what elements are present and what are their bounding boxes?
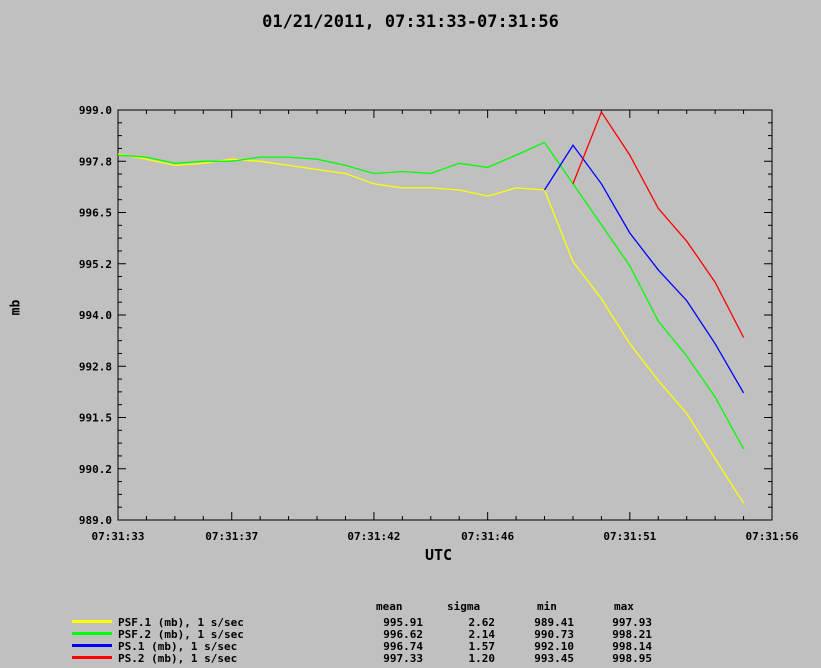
legend-label: PS.2 (mb), 1 s/sec xyxy=(118,652,238,665)
y-tick-label: 995.2 xyxy=(79,258,112,271)
stats-header-mean: mean xyxy=(376,600,403,613)
x-tick-label: 07:31:56 xyxy=(746,530,799,543)
series-line-1 xyxy=(117,141,745,450)
y-tick-label: 999.0 xyxy=(79,104,112,117)
legend-swatch xyxy=(72,632,112,635)
series-line-2 xyxy=(543,144,745,394)
stat-min: 993.45 xyxy=(534,652,574,665)
stat-mean: 996.62 xyxy=(383,628,423,641)
legend-swatch xyxy=(72,620,112,623)
stat-sigma: 1.57 xyxy=(468,640,496,653)
stats-header-sigma: sigma xyxy=(447,600,481,613)
y-tick-label: 996.5 xyxy=(79,207,112,220)
stat-sigma: 2.62 xyxy=(468,616,496,629)
x-tick-label: 07:31:51 xyxy=(603,530,656,543)
y-tick-label: 992.8 xyxy=(79,360,112,373)
stat-max: 998.21 xyxy=(612,628,652,641)
y-tick-label: 997.8 xyxy=(79,155,112,168)
chart-title: 01/21/2011, 07:31:33-07:31:56 xyxy=(262,12,559,32)
y-tick-label: 990.2 xyxy=(79,463,112,476)
stat-mean: 995.91 xyxy=(383,616,423,629)
stat-max: 998.95 xyxy=(612,652,652,665)
y-tick-label: 994.0 xyxy=(79,309,112,322)
stat-sigma: 1.20 xyxy=(468,652,496,665)
stat-min: 992.10 xyxy=(534,640,574,653)
x-tick-label: 07:31:37 xyxy=(205,530,258,543)
stat-min: 989.41 xyxy=(534,616,574,629)
series-line-3 xyxy=(572,110,745,338)
stat-min: 990.73 xyxy=(534,628,574,641)
legend-label: PS.1 (mb), 1 s/sec xyxy=(118,640,238,653)
stat-mean: 997.33 xyxy=(383,652,423,665)
y-tick-label: 991.5 xyxy=(79,412,112,425)
x-tick-label: 07:31:46 xyxy=(461,530,514,543)
stat-sigma: 2.14 xyxy=(468,628,496,641)
y-tick-label: 989.0 xyxy=(79,514,112,527)
stat-max: 998.14 xyxy=(612,640,652,653)
y-axis-label: mb xyxy=(8,299,24,316)
stats-header-min: min xyxy=(537,600,557,613)
legend-swatch xyxy=(72,644,112,647)
legend-swatch xyxy=(72,656,112,659)
x-axis-label: UTC xyxy=(425,546,453,564)
stat-mean: 996.74 xyxy=(383,640,423,653)
legend-label: PSF.1 (mb), 1 s/sec xyxy=(118,616,244,629)
stat-max: 997.93 xyxy=(612,616,652,629)
series-line-0 xyxy=(117,153,745,504)
stats-header-max: max xyxy=(614,600,634,613)
legend-label: PSF.2 (mb), 1 s/sec xyxy=(118,628,244,641)
plot-frame xyxy=(117,109,773,521)
x-tick-label: 07:31:33 xyxy=(92,530,145,543)
x-tick-label: 07:31:42 xyxy=(347,530,400,543)
